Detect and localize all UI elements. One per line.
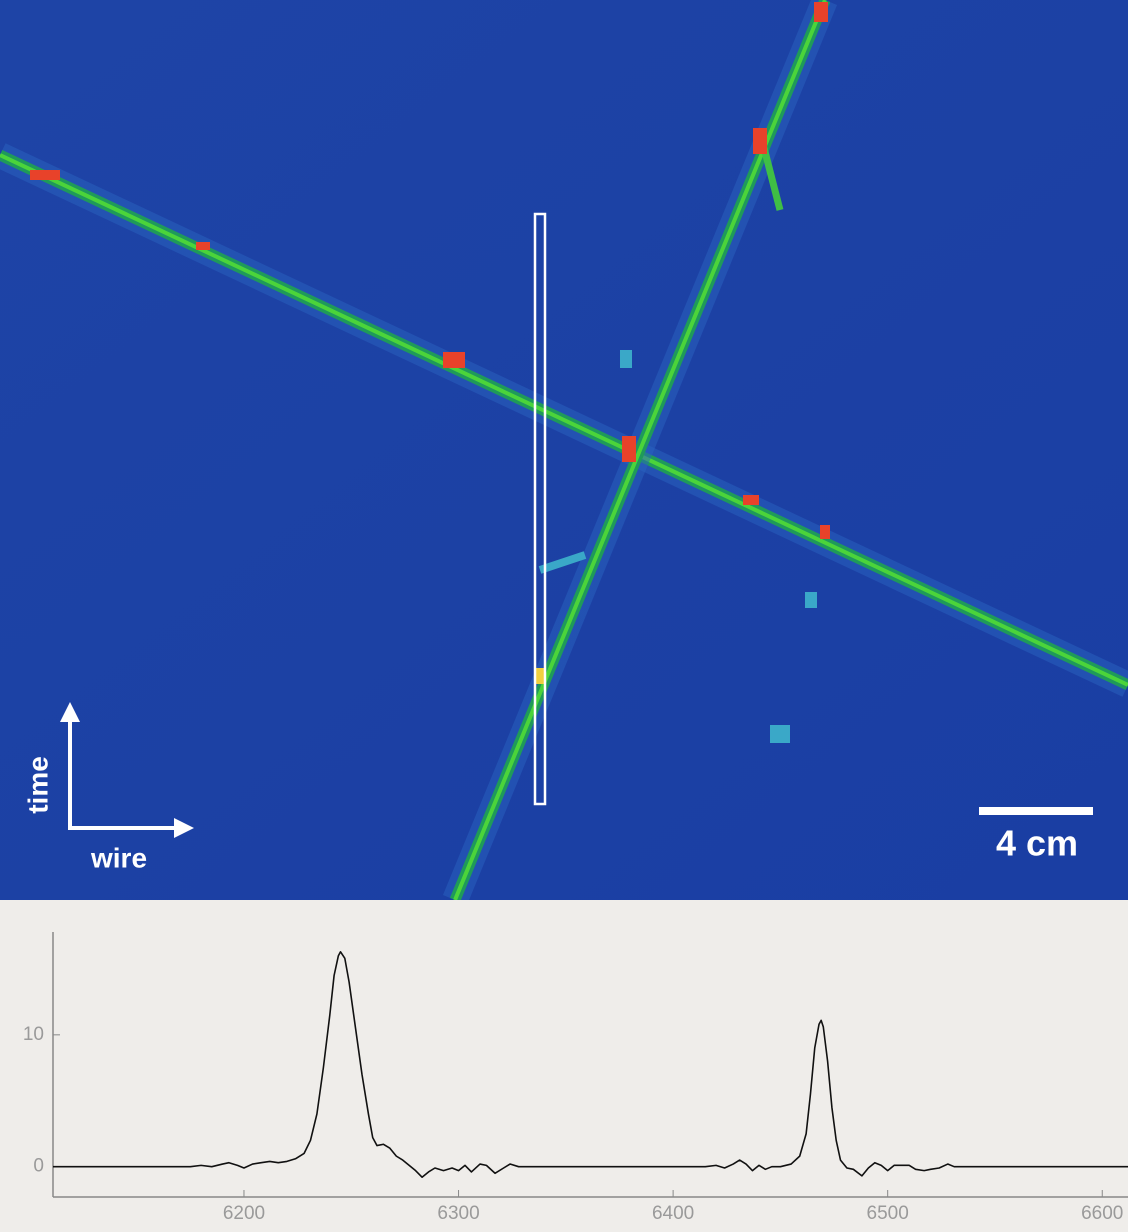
time-label: time [22, 756, 53, 814]
plot-background [0, 900, 1128, 1232]
x-tick-label: 6600 [1081, 1203, 1123, 1224]
scale-label: 4 cm [996, 823, 1078, 864]
x-tick-label: 6500 [867, 1203, 909, 1224]
x-tick-label: 6200 [223, 1203, 265, 1224]
selection-box [533, 212, 547, 806]
tracks [0, 0, 1128, 905]
event-display-background [0, 0, 1128, 900]
x-tick-label: 6400 [652, 1203, 694, 1224]
y-tick-label: 0 [33, 1156, 44, 1177]
wire-label: wire [90, 842, 147, 873]
axes-arrows [60, 702, 194, 838]
x-tick-label: 6300 [437, 1203, 479, 1224]
y-tick-label: 10 [23, 1024, 44, 1045]
waveform [53, 950, 1128, 1179]
